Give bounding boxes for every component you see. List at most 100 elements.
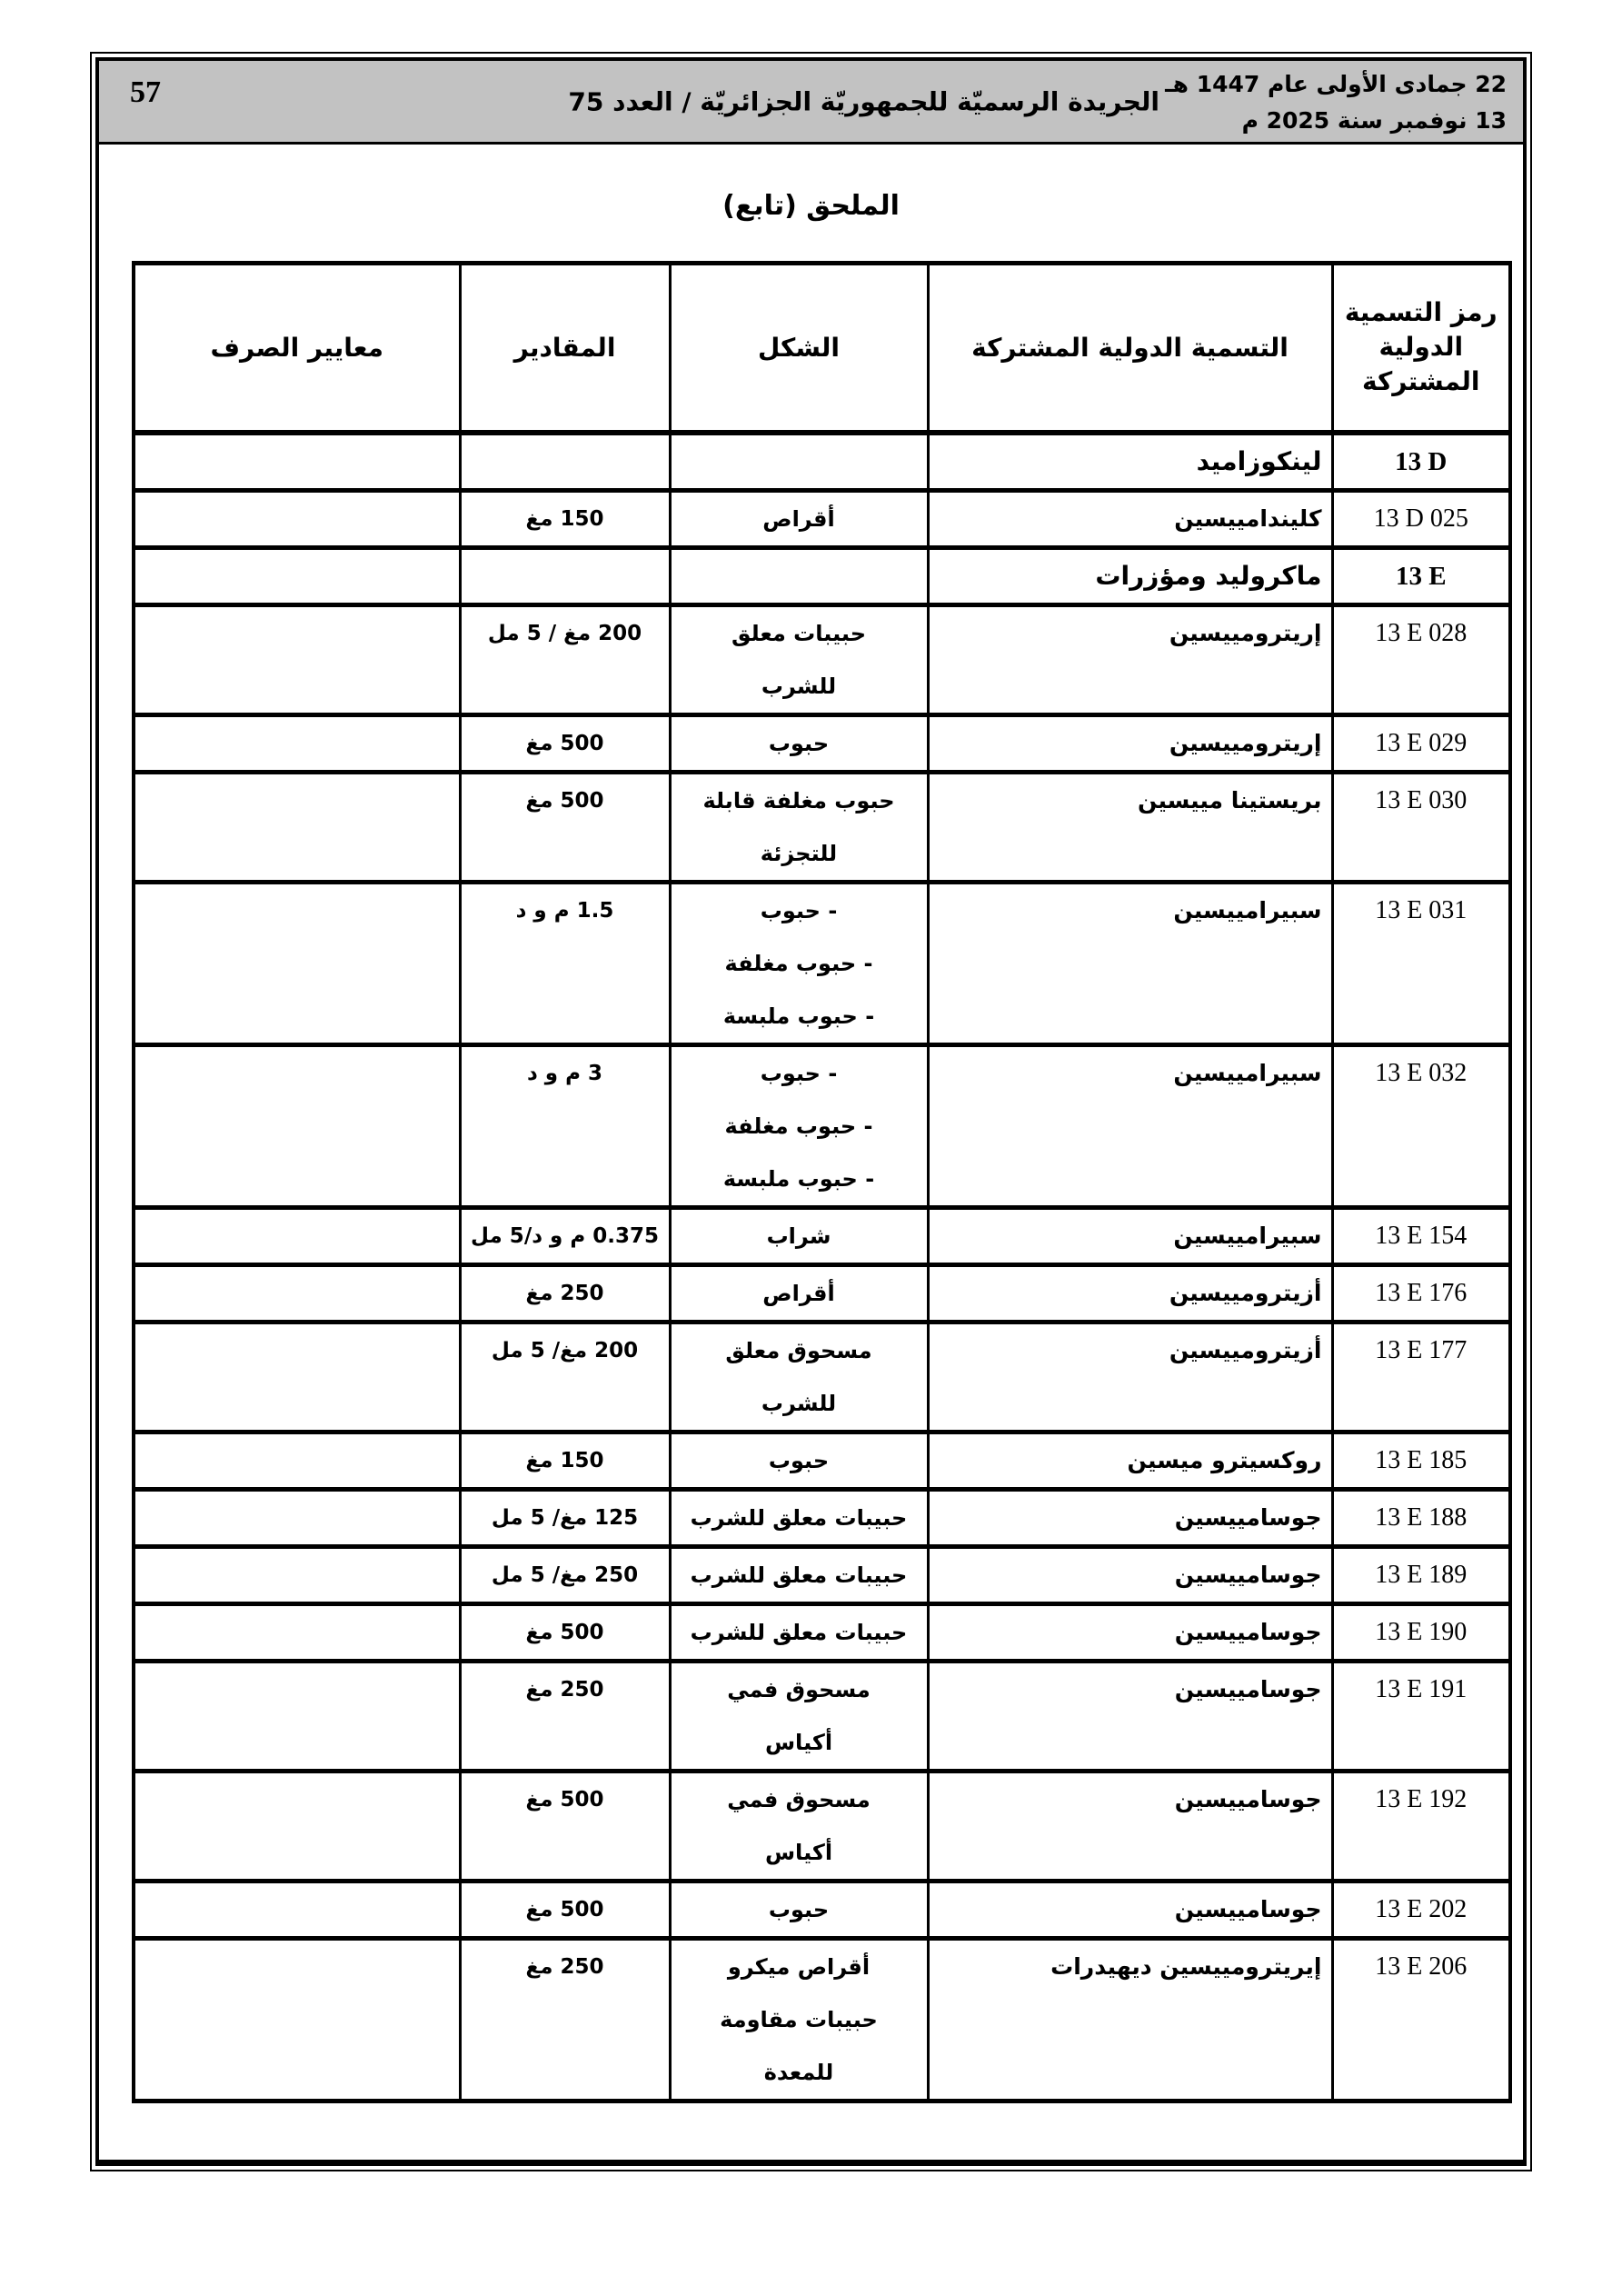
dose-cell: 500 مغ (458, 1768, 672, 1883)
form-cell: حبوب (668, 1429, 930, 1492)
inn-code-cell: 13 D 025 (1330, 487, 1512, 550)
form-cell (668, 544, 930, 607)
dose-cell: 500 مغ (458, 1601, 672, 1663)
form-cell: حبوب مغلفة قابلة للتجزئة (668, 769, 930, 884)
form-cell: حبوب (668, 712, 930, 774)
dispensing-criteria-cell (132, 1204, 462, 1267)
inn-code-cell: 13 E 032 (1330, 1042, 1512, 1210)
inn-name-cell: سبيرامييسين (926, 1204, 1334, 1267)
dose-cell: 250 مغ/ 5 مل (458, 1543, 672, 1606)
dose-cell: 250 مغ (458, 1658, 672, 1773)
dispensing-criteria-cell (132, 1658, 462, 1773)
inn-code-cell: 13 D (1330, 430, 1512, 493)
dispensing-criteria-cell (132, 1878, 462, 1941)
page-number: 57 (130, 75, 161, 109)
form-cell: مسحوق فمي أكياس (668, 1768, 930, 1883)
inn-name-cell: جوسامييسين (926, 1486, 1334, 1549)
table-row: 13 E 030 بريستينا مييسين حبوب مغلفة قابلة ل… (132, 769, 1512, 884)
inn-code-cell: 13 E 028 (1330, 602, 1512, 717)
dose-cell: 150 مغ (458, 487, 672, 550)
page-frame-inner: 57 الجريدة الرسميّة للجمهوريّة الجزائريّ… (95, 57, 1527, 2166)
date-hijri: 22 جمادى الأولى عام 1447 هـ (1165, 71, 1507, 97)
dispensing-criteria-cell (132, 1429, 462, 1492)
dose-cell: 200 مغ/ 5 مل (458, 1319, 672, 1434)
inn-name-cell: كليندامييسين (926, 487, 1334, 550)
inn-name-cell: جوسامييسين (926, 1543, 1334, 1606)
table-row: 13 E 176 أزيترومييسين أقراص 250 مغ (132, 1262, 1512, 1324)
dispensing-criteria-cell (132, 1601, 462, 1663)
dispensing-criteria-cell (132, 1486, 462, 1549)
header-inn-code-line3: المشتركة (1362, 366, 1480, 397)
date-gregorian: 13 نوفمبر سنة 2025 م (1241, 107, 1507, 134)
form-cell: - حبوب - حبوب مغلفة - حبوب ملبسة (668, 1042, 930, 1210)
inn-name-cell: أزيترومييسين (926, 1319, 1334, 1434)
dispensing-criteria-cell (132, 430, 462, 493)
dose-cell: 125 مغ/ 5 مل (458, 1486, 672, 1549)
inn-code-cell: 13 E 185 (1330, 1429, 1512, 1492)
form-cell: حبيبات معلق للشرب (668, 1601, 930, 1663)
dose-cell: 500 مغ (458, 769, 672, 884)
form-cell: - حبوب - حبوب مغلفة - حبوب ملبسة (668, 879, 930, 1047)
inn-name-cell: إريترومييسين (926, 602, 1334, 717)
table-row: 13 E 191 جوسامييسين مسحوق فمي أكياس 250 مغ (132, 1658, 1512, 1773)
table-row: 13 E 028 إريترومييسين حبيبات معلق للشرب 200 … (132, 602, 1512, 717)
inn-code-cell: 13 E 031 (1330, 879, 1512, 1047)
table-row: 13 E 206 إيريترومييسين ديهيدرات أقراص ميكر… (132, 1935, 1512, 2103)
header-band: 57 الجريدة الرسميّة للجمهوريّة الجزائريّ… (99, 61, 1523, 145)
inn-code-cell: 13 E 188 (1330, 1486, 1512, 1549)
inn-name-cell: جوسامييسين (926, 1601, 1334, 1663)
dispensing-criteria-cell (132, 1543, 462, 1606)
dispensing-criteria-cell (132, 712, 462, 774)
table-row: 13 E 190 جوسامييسين حبيبات معلق للشرب 500 م… (132, 1601, 1512, 1663)
form-cell: مسحوق فمي أكياس (668, 1658, 930, 1773)
inn-name-cell: جوسامييسين (926, 1658, 1334, 1773)
form-cell: مسحوق معلق للشرب (668, 1319, 930, 1434)
form-cell: أقراص (668, 1262, 930, 1324)
inn-code-cell: 13 E 029 (1330, 712, 1512, 774)
annex-title-main: الملحق (806, 190, 900, 222)
dispensing-criteria-cell (132, 769, 462, 884)
table-row: 13 E 188 جوسامييسين حبيبات معلق للشرب 125 م… (132, 1486, 1512, 1549)
inn-code-cell: 13 E 206 (1330, 1935, 1512, 2103)
table-row: 13 E 177 أزيترومييسين مسحوق معلق للشرب 200 م… (132, 1319, 1512, 1434)
table-row: 13 E 192 جوسامييسين مسحوق فمي أكياس 500 مغ (132, 1768, 1512, 1883)
inn-code-cell: 13 E 202 (1330, 1878, 1512, 1941)
inn-name-cell: لينكوزاميد (926, 430, 1334, 493)
table-row: 13 E 202 جوسامييسين حبوب 500 مغ (132, 1878, 1512, 1941)
dispensing-criteria-cell (132, 1768, 462, 1883)
dose-cell: 250 مغ (458, 1262, 672, 1324)
header-inn-code-line1: رمز التسمية (1344, 297, 1498, 328)
dose-cell (458, 544, 672, 607)
inn-code-cell: 13 E 154 (1330, 1204, 1512, 1267)
inn-code-cell: 13 E 190 (1330, 1601, 1512, 1663)
form-cell: حبوب (668, 1878, 930, 1941)
dose-cell: 500 مغ (458, 712, 672, 774)
dose-cell: 250 مغ (458, 1935, 672, 2103)
inn-name-cell: سبيرامييسين (926, 1042, 1334, 1210)
dose-cell: 0.375 م و د/5 مل (458, 1204, 672, 1267)
dispensing-criteria-cell (132, 544, 462, 607)
inn-code-cell: 13 E 177 (1330, 1319, 1512, 1434)
dispensing-criteria-cell (132, 1319, 462, 1434)
inn-code-cell: 13 E 030 (1330, 769, 1512, 884)
inn-code-cell: 13 E 191 (1330, 1658, 1512, 1773)
table-row: 13 E 185 روكسيترو ميسين حبوب 150 مغ (132, 1429, 1512, 1492)
dose-cell: 3 م و د (458, 1042, 672, 1210)
table-row: 13 E 189 جوسامييسين حبيبات معلق للشرب 250 م… (132, 1543, 1512, 1606)
table-row: 13 E 029 إريترومييسين حبوب 500 مغ (132, 712, 1512, 774)
dispensing-criteria-cell (132, 1262, 462, 1324)
header-criteria: معايير الصرف (132, 261, 462, 435)
table-row: 13 E 031 سبيرامييسين - حبوب - حبوب مغلفة - ح… (132, 879, 1512, 1047)
inn-name-cell: سبيرامييسين (926, 879, 1334, 1047)
dispensing-criteria-cell (132, 1042, 462, 1210)
dose-cell: 150 مغ (458, 1429, 672, 1492)
inn-code-cell: 13 E 189 (1330, 1543, 1512, 1606)
inn-code-cell: 13 E 192 (1330, 1768, 1512, 1883)
dispensing-criteria-cell (132, 487, 462, 550)
form-cell: حبيبات معلق للشرب (668, 1486, 930, 1549)
form-cell: حبيبات معلق للشرب (668, 1543, 930, 1606)
table-row: 13 E ماكروليد ومؤزرات (132, 544, 1512, 607)
table-row: 13 D لينكوزاميد (132, 430, 1512, 493)
inn-name-cell: إيريترومييسين ديهيدرات (926, 1935, 1334, 2103)
